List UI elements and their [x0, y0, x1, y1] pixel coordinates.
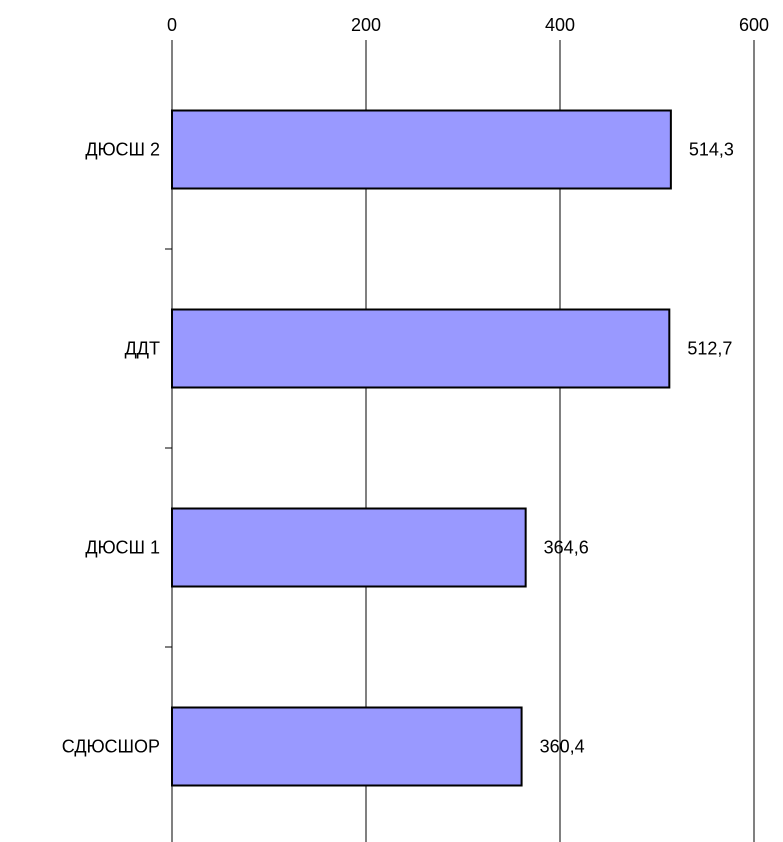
data-label: 512,7	[687, 339, 732, 359]
category-label: СДЮСШОР	[62, 737, 160, 757]
data-label: 360,4	[540, 737, 585, 757]
axes	[165, 40, 173, 842]
bar-3	[171, 507, 527, 588]
x-tick-label: 600	[739, 15, 769, 35]
bar-4	[171, 706, 523, 787]
data-label: 364,6	[544, 538, 589, 558]
x-tick-label: 400	[545, 15, 575, 35]
bar-1	[171, 109, 672, 190]
bars	[171, 109, 672, 787]
bar-2	[171, 308, 671, 389]
category-label: ДЮСШ 1	[85, 538, 160, 558]
data-label: 514,3	[689, 140, 734, 160]
category-label: ДДТ	[125, 339, 160, 359]
labels: 0 200 400 600 ДЮСШ 2 514,3 ДДТ 512,7 ДЮСШ 1 364,6…	[62, 15, 769, 757]
category-label: ДЮСШ 2	[85, 140, 160, 160]
x-tick-label: 200	[351, 15, 381, 35]
x-tick-label: 0	[167, 15, 177, 35]
